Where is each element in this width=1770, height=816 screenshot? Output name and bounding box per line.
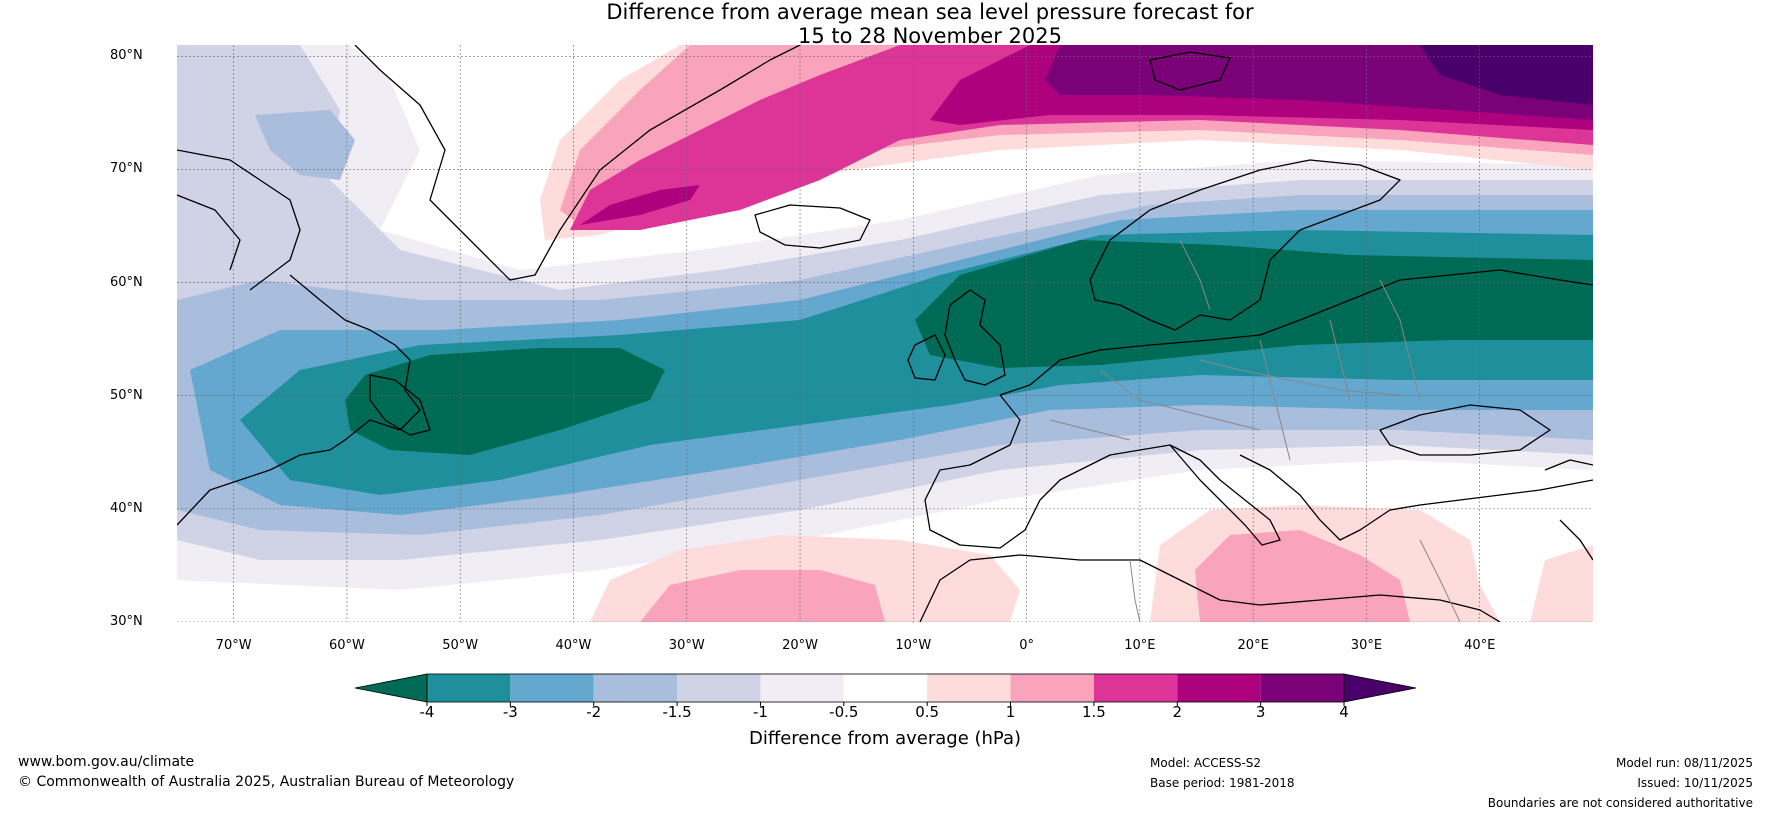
longitude-label: 40°W bbox=[556, 638, 592, 653]
colorbar bbox=[355, 674, 1416, 706]
colorbar-segment bbox=[1094, 674, 1177, 702]
longitude-label: 30°E bbox=[1351, 638, 1382, 653]
footer-issued: Issued: 10/11/2025 bbox=[1637, 776, 1753, 790]
footer-copyright: © Commonwealth of Australia 2025, Austra… bbox=[18, 774, 514, 790]
latitude-label: 40°N bbox=[110, 501, 143, 516]
longitude-label: 50°W bbox=[442, 638, 478, 653]
footer-model-run: Model run: 08/11/2025 bbox=[1616, 756, 1753, 770]
colorbar-tick-label: -1 bbox=[753, 703, 768, 721]
latitude-label: 80°N bbox=[110, 48, 143, 63]
colorbar-segment bbox=[1011, 674, 1094, 702]
colorbar-segment bbox=[927, 674, 1010, 702]
colorbar-tick-label: -3 bbox=[503, 703, 518, 721]
longitude-label: 20°W bbox=[782, 638, 818, 653]
colorbar-segment bbox=[427, 674, 510, 702]
anomaly-map bbox=[0, 0, 1770, 816]
longitude-label: 60°W bbox=[329, 638, 365, 653]
colorbar-tick-label: 1 bbox=[1006, 703, 1016, 721]
longitude-label: 10°W bbox=[895, 638, 931, 653]
latitude-label: 70°N bbox=[110, 161, 143, 176]
colorbar-segment bbox=[1261, 674, 1344, 702]
colorbar-segment bbox=[677, 674, 760, 702]
longitude-label: 10°E bbox=[1124, 638, 1155, 653]
footer-model: Model: ACCESS-S2 bbox=[1150, 756, 1261, 770]
longitude-label: 20°E bbox=[1238, 638, 1269, 653]
longitude-label: 70°W bbox=[216, 638, 252, 653]
colorbar-tick-label: -0.5 bbox=[829, 703, 858, 721]
colorbar-tick-label: -4 bbox=[420, 703, 435, 721]
colorbar-segment bbox=[594, 674, 677, 702]
footer-base-period: Base period: 1981-2018 bbox=[1150, 776, 1295, 790]
latitude-label: 30°N bbox=[110, 614, 143, 629]
colorbar-segment bbox=[510, 674, 593, 702]
colorbar-segment bbox=[760, 674, 843, 702]
longitude-label: 40°E bbox=[1464, 638, 1495, 653]
footer-website: www.bom.gov.au/climate bbox=[18, 754, 194, 770]
colorbar-tick-label: 4 bbox=[1339, 703, 1349, 721]
colorbar-label: Difference from average (hPa) bbox=[0, 728, 1770, 749]
colorbar-tick-label: -2 bbox=[586, 703, 601, 721]
longitude-label: 30°W bbox=[669, 638, 705, 653]
colorbar-extend-high bbox=[1344, 674, 1416, 702]
latitude-label: 50°N bbox=[110, 388, 143, 403]
footer-disclaimer: Boundaries are not considered authoritat… bbox=[1488, 796, 1753, 810]
colorbar-tick-label: 3 bbox=[1256, 703, 1266, 721]
colorbar-extend-low bbox=[355, 674, 427, 702]
latitude-label: 60°N bbox=[110, 275, 143, 290]
colorbar-segment bbox=[844, 674, 927, 702]
colorbar-tick-label: 1.5 bbox=[1082, 703, 1106, 721]
colorbar-tick-label: -1.5 bbox=[662, 703, 691, 721]
colorbar-segment bbox=[1177, 674, 1260, 702]
longitude-label: 0° bbox=[1019, 638, 1034, 653]
colorbar-tick-label: 0.5 bbox=[915, 703, 939, 721]
colorbar-tick-label: 2 bbox=[1172, 703, 1182, 721]
